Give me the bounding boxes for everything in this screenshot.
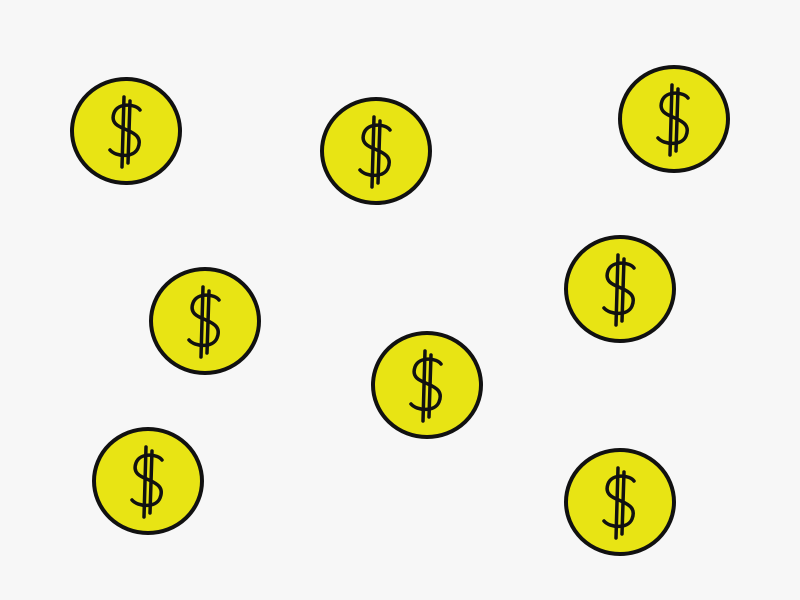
dollar-coin-icon <box>320 97 432 205</box>
dollar-coin-icon <box>618 65 730 173</box>
dollar-coin-icon <box>92 427 204 535</box>
dollar-coin-icon <box>564 448 676 556</box>
dollar-coin-icon <box>371 331 483 439</box>
dollar-coin-graphic <box>149 267 261 375</box>
dollar-coin-graphic <box>320 97 432 205</box>
dollar-coin-graphic <box>564 235 676 343</box>
dollar-coin-graphic <box>70 77 182 185</box>
dollar-coin-graphic <box>92 427 204 535</box>
dollar-coin-icon <box>149 267 261 375</box>
dollar-coin-icon <box>70 77 182 185</box>
dollar-coin-graphic <box>371 331 483 439</box>
dollar-coin-graphic <box>618 65 730 173</box>
dollar-coin-graphic <box>564 448 676 556</box>
dollar-coin-icon <box>564 235 676 343</box>
